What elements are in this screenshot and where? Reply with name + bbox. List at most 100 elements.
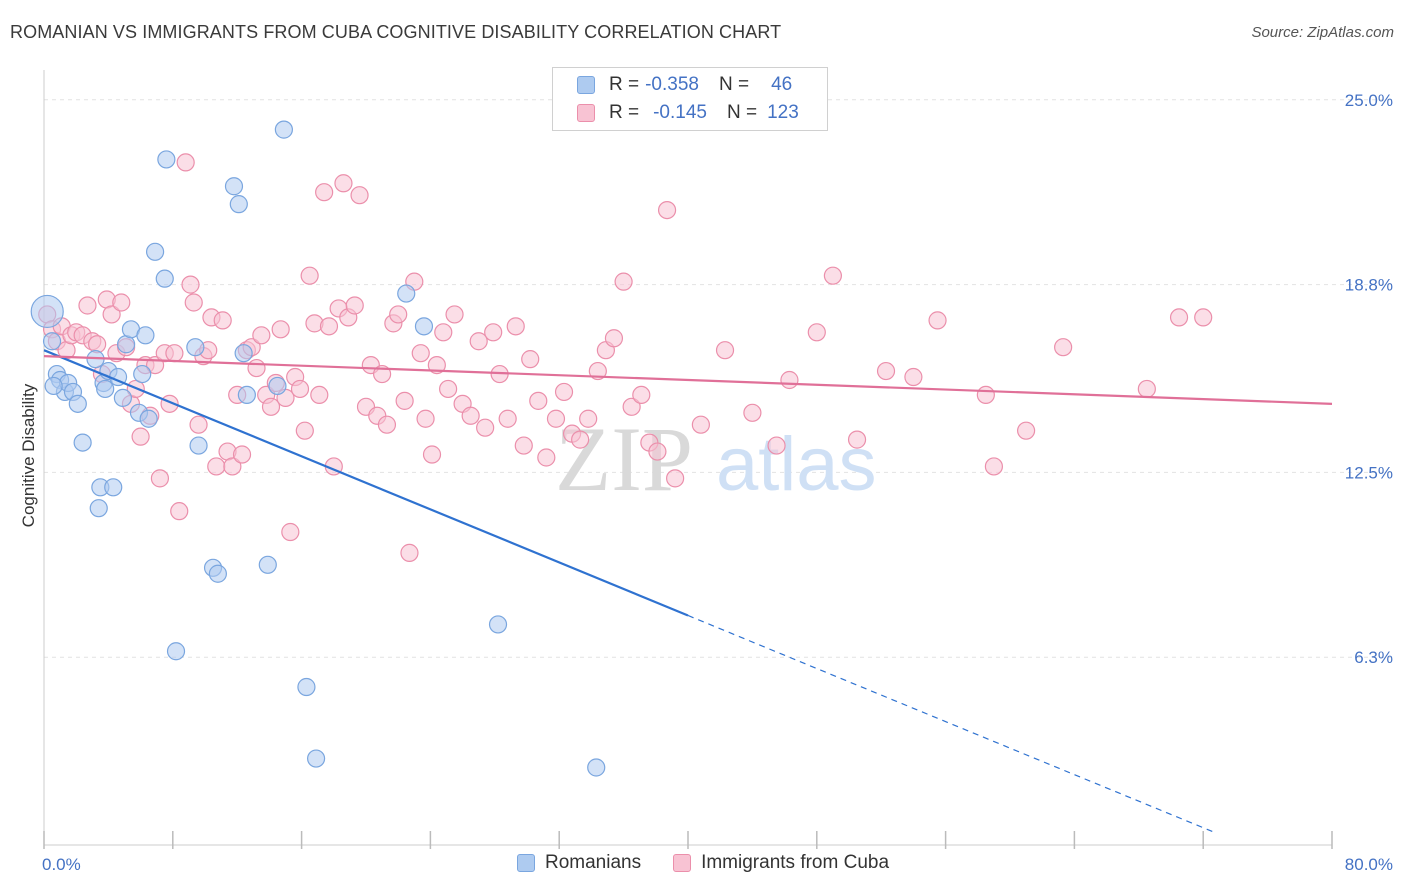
legend-label-romanians: Romanians (544, 852, 642, 873)
axis-labels: 6.3% 12.5% 18.8% 25.0% 0.0% 80.0% Cognitive Di… (19, 91, 1393, 874)
point-cuba (579, 409, 598, 428)
point-cuba (389, 305, 408, 324)
point-cuba (554, 382, 574, 402)
point-cuba (247, 358, 266, 378)
point-cuba (984, 457, 1004, 476)
legend-n-value: 46 (771, 74, 793, 95)
point-romanians (414, 317, 434, 336)
point-cuba (588, 361, 607, 381)
point-cuba (484, 323, 503, 342)
legend-item-romanians[interactable]: Romanians (516, 852, 642, 874)
point-romanians (133, 364, 152, 384)
point-cuba (189, 415, 208, 434)
point-cuba (476, 418, 495, 437)
point-romanians (44, 376, 63, 396)
legend-swatch-blue (516, 854, 535, 872)
point-romanians (306, 749, 326, 768)
point-romanians (587, 758, 606, 777)
point-romanians (268, 376, 287, 396)
series-legend: Romanians Immigrants from Cuba (0, 852, 1406, 874)
point-romanians (30, 294, 64, 329)
x-tick-label-max: 80.0% (1345, 855, 1393, 874)
point-cuba (112, 293, 131, 312)
point-romanians (274, 120, 293, 139)
point-cuba (395, 391, 414, 410)
point-cuba (281, 522, 300, 542)
legend-r-label: R = (609, 74, 640, 95)
point-cuba (976, 385, 995, 405)
point-cuba (422, 445, 442, 464)
legend-swatch-blue (577, 76, 595, 94)
chart-title: ROMANIAN VS IMMIGRANTS FROM CUBA COGNITI… (10, 22, 782, 42)
y-axis-title: Cognitive Disability (19, 383, 38, 527)
legend-r-label: R = (609, 102, 640, 123)
point-romanians (189, 436, 208, 455)
point-cuba (439, 379, 458, 399)
point-cuba (469, 332, 488, 351)
point-romanians (237, 385, 256, 405)
grid-lines (44, 99, 1392, 658)
point-romanians (155, 269, 174, 288)
point-romanians (166, 642, 186, 661)
point-cuba (928, 311, 947, 330)
y-tick-label: 25.0% (1345, 91, 1393, 110)
point-romanians (89, 499, 108, 518)
legend-swatch-pink (577, 104, 595, 122)
point-cuba (904, 367, 923, 387)
point-cuba (691, 415, 710, 434)
point-romanians (136, 326, 155, 345)
point-romanians (234, 344, 253, 363)
point-cuba (213, 311, 232, 330)
point-cuba (546, 409, 566, 428)
point-cuba (823, 266, 843, 285)
legend-r-value: -0.145 (653, 102, 707, 123)
point-cuba (400, 543, 419, 562)
legend-item-cuba[interactable]: Immigrants from Cuba (673, 852, 889, 874)
point-cuba (537, 448, 556, 467)
point-cuba (876, 361, 896, 381)
trend-line-romanians (43, 349, 689, 617)
point-cuba (743, 403, 762, 422)
point-cuba (622, 397, 641, 416)
y-tick-label: 6.3% (1354, 648, 1393, 667)
point-cuba (632, 385, 651, 405)
point-cuba (529, 391, 548, 410)
point-romanians (73, 433, 92, 452)
y-tick-label: 18.8% (1345, 276, 1393, 295)
point-cuba (1194, 308, 1213, 327)
point-romanians (139, 409, 158, 428)
point-cuba (445, 305, 464, 324)
point-romanians (224, 177, 244, 196)
legend-row-cuba: R = -0.145 N = 123 (577, 100, 799, 126)
trend-line-cuba (43, 355, 1333, 405)
point-cuba (521, 350, 540, 369)
point-cuba (767, 436, 786, 455)
trend-lines (43, 349, 1333, 834)
point-romanians (488, 615, 508, 634)
point-romanians (297, 677, 316, 697)
point-cuba (150, 469, 170, 488)
point-cuba (1137, 379, 1156, 399)
point-cuba (1016, 421, 1036, 440)
point-romanians (68, 394, 87, 413)
point-cuba (1054, 338, 1073, 357)
point-cuba (614, 272, 633, 291)
point-romanians (96, 379, 115, 399)
legend-row-romanians: R = -0.358 N = 46 (577, 72, 792, 98)
point-cuba (427, 355, 446, 375)
data-points (30, 120, 1213, 777)
point-cuba (223, 457, 242, 476)
legend-n-label: N = (718, 74, 750, 95)
point-cuba (315, 183, 334, 202)
point-cuba (207, 457, 226, 476)
point-romanians (113, 388, 132, 407)
x-tick-label-min: 0.0% (42, 855, 81, 874)
point-cuba (176, 153, 195, 172)
point-cuba (514, 436, 533, 455)
point-cuba (571, 430, 590, 449)
point-cuba (319, 317, 339, 336)
trend-line-romanians-extension (687, 614, 1217, 834)
source-label: Source: ZipAtlas.com (1251, 24, 1394, 41)
point-romanians (157, 150, 176, 169)
